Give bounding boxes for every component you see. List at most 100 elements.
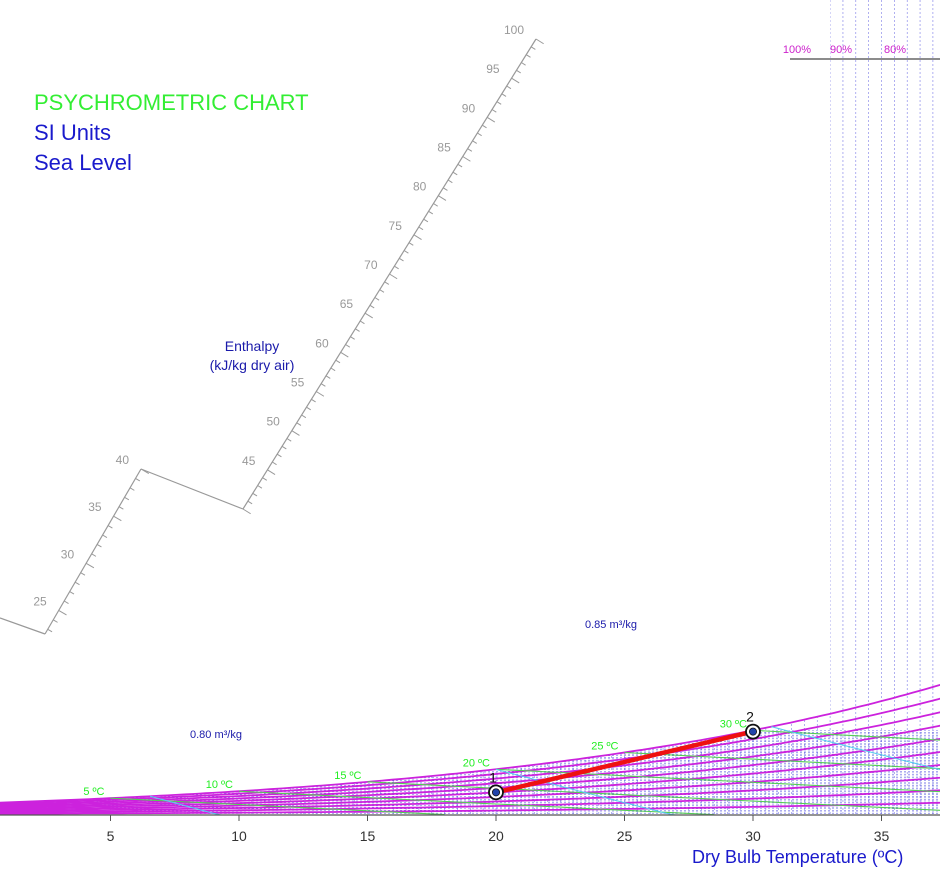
enthalpy-tick bbox=[428, 210, 434, 215]
enthalpy-tick-label: 85 bbox=[437, 141, 451, 155]
x-tick-label: 10 bbox=[231, 828, 247, 844]
enthalpy-tick bbox=[491, 109, 497, 113]
enthalpy-tick bbox=[516, 69, 521, 74]
enthalpy-tick bbox=[345, 344, 351, 348]
wet-bulb-line-30 bbox=[752, 729, 940, 741]
enthalpy-tick bbox=[418, 226, 424, 231]
enthalpy-tick bbox=[306, 406, 311, 411]
x-tick-label: 30 bbox=[745, 828, 761, 844]
enthalpy-tick bbox=[272, 461, 277, 466]
x-tick-label: 35 bbox=[874, 828, 890, 844]
enthalpy-tick bbox=[291, 430, 300, 436]
enthalpy-tick bbox=[364, 312, 373, 319]
rh-curve-60 bbox=[0, 738, 940, 809]
enthalpy-tick bbox=[521, 62, 526, 66]
process-line bbox=[493, 729, 756, 795]
enthalpy-scale-connector bbox=[0, 617, 46, 635]
enthalpy-tick bbox=[457, 163, 463, 168]
enthalpy-tick bbox=[96, 543, 102, 548]
enthalpy-tick bbox=[330, 367, 336, 372]
wet-bulb-label: 10 ºC bbox=[206, 779, 233, 791]
enthalpy-tick bbox=[124, 496, 130, 501]
enthalpy-tick bbox=[369, 304, 375, 309]
enthalpy-tick bbox=[320, 383, 326, 387]
rh-curve-10 bbox=[0, 801, 940, 815]
rh-curve-40 bbox=[0, 764, 940, 812]
enthalpy-tick-label: 65 bbox=[340, 297, 354, 311]
enthalpy-tick bbox=[85, 562, 95, 569]
x-axis-label: Dry Bulb Temperature (ºC) bbox=[692, 847, 904, 867]
enthalpy-axis-label: Enthalpy (kJ/kg dry air) bbox=[190, 337, 314, 375]
enthalpy-tick bbox=[525, 54, 531, 58]
chart-subtitle-units: SI Units bbox=[34, 120, 112, 145]
wet-bulb-label: 5 ºC bbox=[83, 786, 104, 798]
enthalpy-tick bbox=[374, 297, 380, 301]
enthalpy-tick bbox=[58, 609, 67, 616]
enthalpy-tick bbox=[91, 553, 97, 557]
enthalpy-scale: 25 30 35 40 45 50 55 60 65 70 75 80 85 90 95 100 bbox=[0, 23, 544, 635]
enthalpy-tick bbox=[267, 469, 276, 476]
enthalpy-tick bbox=[296, 422, 302, 426]
enthalpy-label-line-1: Enthalpy bbox=[224, 338, 280, 354]
rh-curve-70 bbox=[0, 724, 940, 808]
enthalpy-tick bbox=[350, 336, 355, 340]
enthalpy-tick bbox=[118, 506, 124, 510]
wet-bulb-label: 25 ºC bbox=[591, 740, 618, 752]
process-point-label: 2 bbox=[746, 709, 754, 725]
rh-label: 80% bbox=[884, 44, 906, 56]
enthalpy-tick bbox=[286, 438, 292, 442]
enthalpy-tick bbox=[394, 265, 399, 270]
specific-volume-lines bbox=[150, 726, 940, 815]
process-point-dot bbox=[749, 727, 758, 736]
enthalpy-tick bbox=[47, 628, 53, 633]
enthalpy-tick bbox=[403, 250, 409, 254]
x-tick-label: 25 bbox=[617, 828, 633, 844]
enthalpy-tick bbox=[399, 257, 404, 262]
enthalpy-tick bbox=[384, 281, 390, 285]
enthalpy-tick bbox=[74, 581, 80, 586]
enthalpy-tick bbox=[262, 477, 268, 481]
enthalpy-tick bbox=[325, 375, 331, 379]
enthalpy-tick bbox=[379, 289, 385, 293]
enthalpy-tick-label: 95 bbox=[486, 62, 500, 76]
wet-bulb-label: 15 ºC bbox=[334, 770, 361, 782]
enthalpy-tick bbox=[482, 124, 487, 129]
enthalpy-tick bbox=[257, 485, 263, 489]
enthalpy-tick bbox=[501, 93, 507, 97]
enthalpy-tick bbox=[242, 508, 251, 515]
enthalpy-tick bbox=[311, 398, 316, 403]
enthalpy-tick-label: 55 bbox=[291, 376, 305, 390]
x-tick-label: 20 bbox=[488, 828, 504, 844]
enthalpy-tick bbox=[506, 85, 512, 90]
enthalpy-tick-label: 100 bbox=[504, 23, 524, 37]
enthalpy-tick bbox=[107, 525, 113, 529]
enthalpy-tick-label: 30 bbox=[61, 547, 75, 561]
enthalpy-tick bbox=[52, 619, 58, 623]
enthalpy-tick bbox=[462, 156, 471, 162]
process-line-group: 12 bbox=[488, 709, 761, 801]
enthalpy-tick-label: 80 bbox=[413, 180, 427, 194]
enthalpy-tick bbox=[477, 132, 482, 137]
enthalpy-tick bbox=[80, 572, 86, 576]
wet-bulb-label: 20 ºC bbox=[463, 757, 490, 769]
enthalpy-tick-label: 50 bbox=[266, 415, 280, 429]
x-tick-label: 15 bbox=[360, 828, 376, 844]
enthalpy-tick bbox=[355, 328, 360, 332]
enthalpy-tick bbox=[335, 359, 341, 364]
enthalpy-tick bbox=[530, 46, 536, 50]
enthalpy-tick bbox=[247, 500, 253, 505]
enthalpy-tick bbox=[129, 487, 135, 491]
enthalpy-tick-label: 90 bbox=[462, 101, 476, 115]
enthalpy-tick bbox=[301, 414, 307, 419]
enthalpy-scale-axis bbox=[44, 468, 142, 635]
wet-bulb-line-10 bbox=[238, 790, 715, 815]
chart-labels: 100% 90% 80% 5 ºC 10 ºC 15 ºC 20 ºC 25 ºC 30 ºC 0… bbox=[83, 44, 940, 798]
wet-bulb-label: 30 ºC bbox=[720, 718, 747, 730]
enthalpy-tick bbox=[281, 445, 287, 450]
enthalpy-tick bbox=[496, 101, 502, 105]
enthalpy-tick bbox=[315, 391, 325, 397]
enthalpy-tick bbox=[113, 515, 122, 522]
rh-curve-50 bbox=[0, 751, 940, 810]
specific-volume-label: 0.80 m³/kg bbox=[190, 729, 242, 741]
